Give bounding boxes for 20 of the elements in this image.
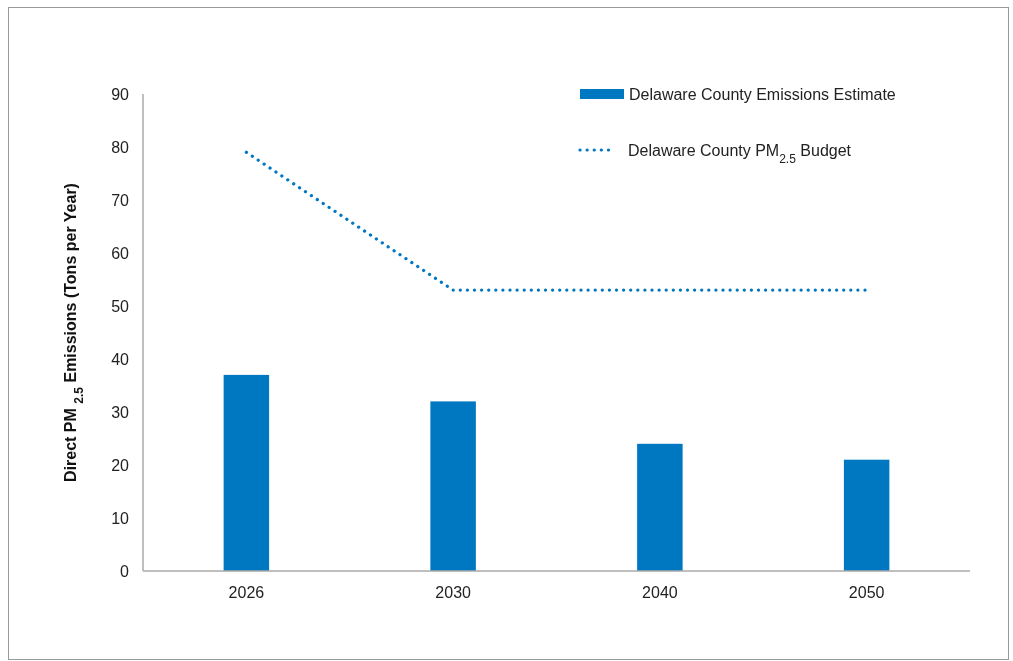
bar <box>637 443 683 571</box>
x-tick-label: 2030 <box>435 584 472 601</box>
y-tick-label: 0 <box>120 562 130 580</box>
y-tick-label: 70 <box>111 191 130 209</box>
bar <box>223 374 270 571</box>
x-tick-label: 2040 <box>642 584 678 601</box>
y-tick-label: 90 <box>111 85 130 103</box>
bar <box>843 459 890 571</box>
y-tick-label: 40 <box>111 350 130 368</box>
y-tick-label: 60 <box>111 244 130 262</box>
y-tick-label: 30 <box>111 403 130 421</box>
legend-label: Delaware County Emissions Estimate <box>629 85 896 103</box>
x-tick-label: 2026 <box>228 584 265 601</box>
legend-label: Delaware County PM$_{2.5}$ Budget <box>628 141 852 166</box>
x-tick-label: 2050 <box>848 584 885 601</box>
y-tick-label: 50 <box>111 297 130 315</box>
y-tick-label: 20 <box>111 456 130 474</box>
y-tick-label: 80 <box>111 138 130 156</box>
bar <box>430 401 476 571</box>
y-tick-label: 10 <box>111 509 130 527</box>
